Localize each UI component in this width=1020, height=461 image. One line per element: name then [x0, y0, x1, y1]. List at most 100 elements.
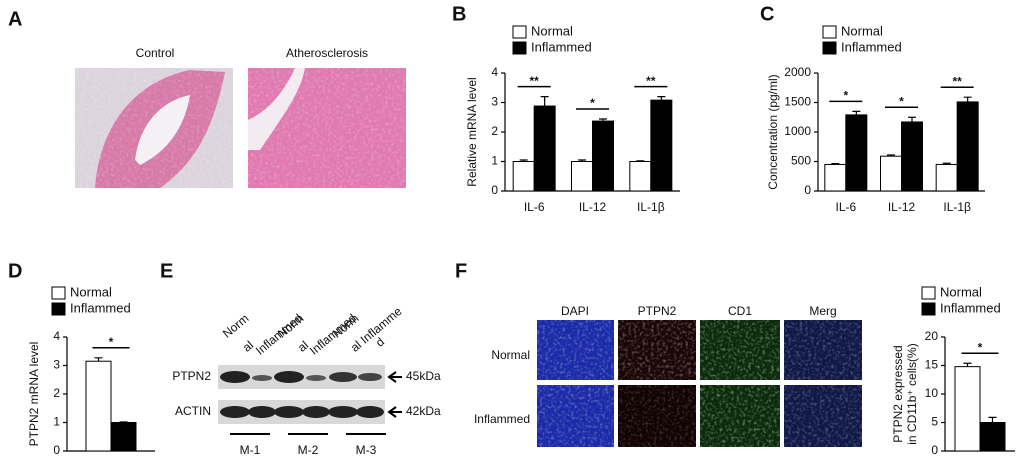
band: [358, 373, 382, 381]
error-bar: [657, 96, 666, 101]
nuclei-texture: [75, 68, 233, 188]
legend-label: Inflammed: [70, 300, 131, 315]
significance-label: *: [590, 96, 595, 110]
band: [252, 375, 272, 381]
histology-images: [75, 68, 406, 188]
column-label: DAPI: [561, 304, 589, 318]
significance-label: *: [843, 89, 848, 103]
western-blot: [218, 365, 402, 424]
bar: [533, 105, 556, 192]
x-tick-label: IL-1β: [637, 200, 665, 214]
y-tick-label: 10: [925, 386, 939, 400]
texture: [784, 320, 862, 447]
bar: [592, 120, 614, 192]
x-tick-label: IL-6: [524, 200, 545, 214]
y-axis-label: Relative mRNA level: [465, 77, 479, 186]
panel-label: B: [452, 3, 466, 25]
fluorescence-images: [537, 320, 862, 447]
y-tick-label: 0: [491, 183, 498, 197]
bar: [956, 101, 979, 192]
lane-label: Norm: [275, 311, 306, 341]
blot-row-label: ACTIN: [175, 404, 211, 418]
lane-label: d: [373, 335, 387, 350]
error-bar: [94, 357, 103, 362]
significance-label: *: [109, 335, 114, 349]
y-tick-label: 0: [804, 183, 811, 197]
texture: [537, 320, 614, 447]
legend-label: Normal: [841, 23, 883, 38]
x-tick-label: IL-12: [579, 200, 607, 214]
bar: [110, 422, 137, 452]
error-bar: [963, 362, 972, 367]
band: [302, 406, 330, 418]
error-bar: [831, 162, 840, 165]
error-bar: [908, 116, 916, 122]
bar: [880, 155, 902, 192]
y-tick-label: 1000: [784, 124, 811, 138]
y-tick-label: 1: [53, 415, 60, 429]
error-bar: [540, 96, 549, 107]
error-bar: [852, 110, 861, 115]
legend-label: Normal: [70, 284, 112, 299]
legend-swatch: [51, 302, 66, 316]
image-title: Atherosclerosis: [286, 46, 368, 60]
legend-swatch: [822, 41, 837, 55]
y-axis-label: PTPN2 mRNA level: [27, 342, 41, 447]
bar: [650, 99, 673, 192]
group-label: M-2: [298, 443, 319, 457]
legend-label: Normal: [531, 23, 573, 38]
band: [356, 406, 384, 418]
y-tick-label: 2: [53, 386, 60, 400]
band: [220, 371, 250, 383]
significance-label: **: [646, 74, 656, 88]
band: [220, 406, 250, 418]
bar: [954, 366, 981, 452]
bar: [85, 360, 112, 452]
significance-label: **: [952, 74, 962, 88]
y-tick-label: 0: [931, 443, 938, 457]
y-tick-label: 500: [791, 154, 811, 168]
significance-label: *: [978, 340, 983, 354]
significance-label: **: [529, 74, 539, 88]
y-axis-label: PTPN2 expressed: [891, 345, 905, 442]
band: [306, 375, 326, 381]
panel-label: E: [160, 260, 173, 282]
blot-row-label: PTPN2: [172, 369, 211, 383]
y-tick-label: 4: [491, 65, 498, 79]
bar: [512, 161, 535, 192]
y-tick-label: 4: [53, 329, 60, 343]
x-tick-label: IL-1β: [943, 200, 971, 214]
y-tick-label: 0: [53, 443, 60, 457]
row-label: Normal: [491, 348, 530, 362]
arrow: [387, 371, 402, 383]
column-label: Merg: [809, 304, 836, 318]
band: [329, 372, 357, 382]
error-bar: [636, 160, 645, 162]
band-size: 45kDa: [406, 369, 441, 383]
bar: [571, 161, 593, 192]
error-bar: [963, 96, 972, 102]
x-tick-label: IL-12: [888, 200, 916, 214]
bar: [629, 161, 652, 192]
legend-label: Normal: [940, 284, 982, 299]
band: [328, 406, 358, 418]
texture: [618, 385, 696, 447]
lane-label: Norm: [220, 311, 251, 341]
legend-swatch: [921, 302, 936, 316]
bar: [901, 121, 923, 192]
x-tick-label: IL-6: [835, 200, 856, 214]
texture: [700, 320, 780, 447]
legend-label: Inflammed: [531, 39, 592, 54]
row-label: Inflammed: [474, 412, 530, 426]
arrow: [387, 406, 402, 418]
panel-label: A: [8, 8, 22, 30]
error-bar: [119, 421, 128, 423]
error-bar: [887, 154, 895, 157]
y-tick-label: 2000: [784, 65, 811, 79]
group-label: M-1: [240, 443, 261, 457]
band: [274, 371, 304, 383]
error-bar: [519, 159, 528, 162]
error-bar: [578, 159, 586, 162]
nuclei-texture: [248, 68, 406, 188]
